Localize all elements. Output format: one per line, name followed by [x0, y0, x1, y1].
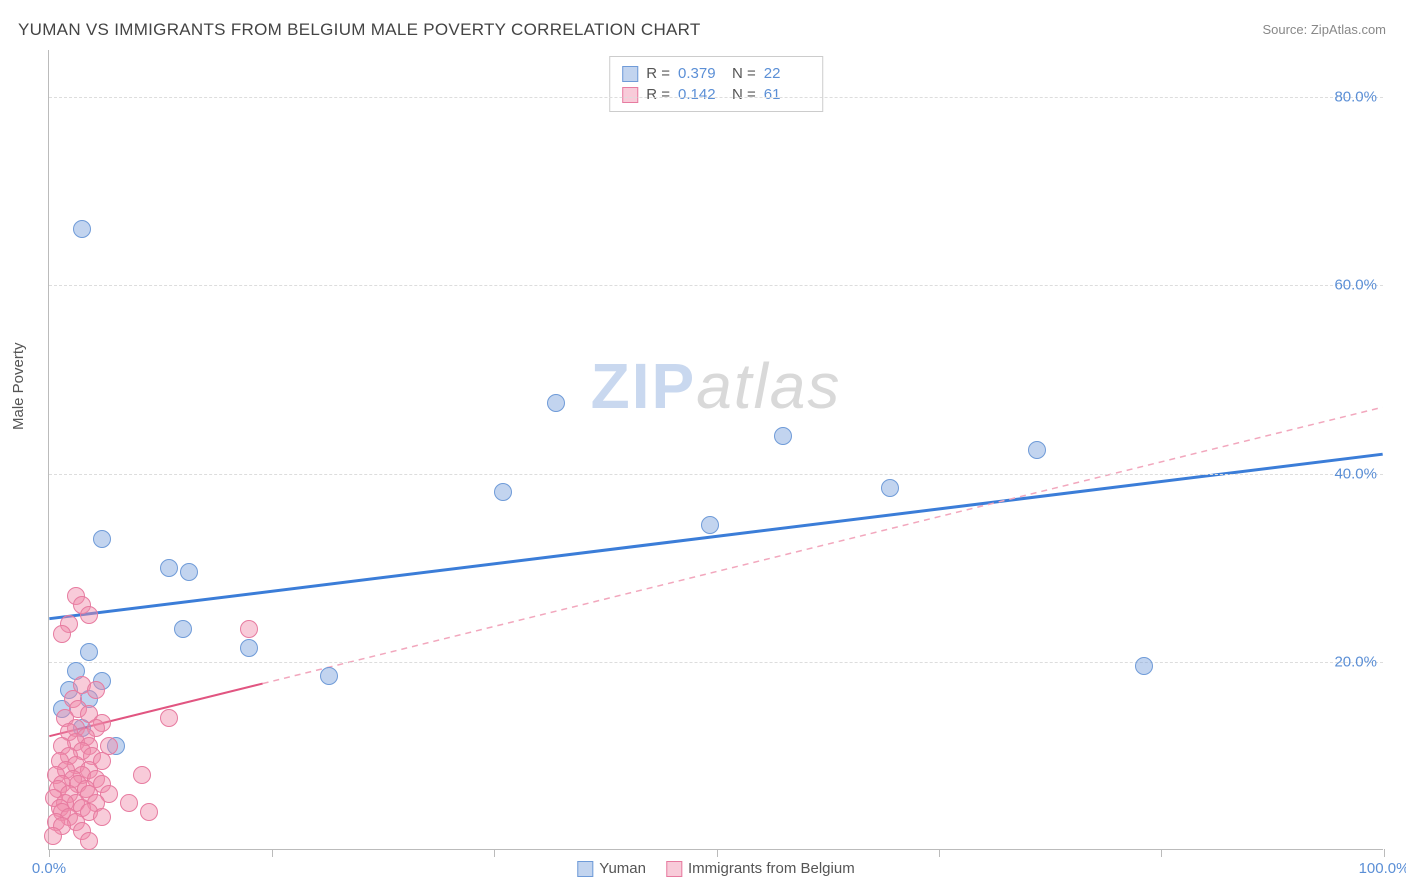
legend-r-value-yuman: 0.379: [678, 65, 724, 82]
data-point: [53, 625, 71, 643]
legend-item: Yuman: [577, 860, 646, 877]
data-point: [160, 559, 178, 577]
data-point: [240, 620, 258, 638]
gridline: [49, 474, 1383, 475]
data-point: [73, 220, 91, 238]
watermark: ZIPatlas: [591, 349, 842, 423]
legend-label: Yuman: [599, 860, 646, 877]
legend-swatch-belgium: [622, 87, 638, 103]
data-point: [881, 479, 899, 497]
trend-line-solid: [49, 454, 1382, 618]
source-attribution: Source: ZipAtlas.com: [1262, 22, 1386, 37]
legend-r-value-belgium: 0.142: [678, 86, 724, 103]
chart-title: YUMAN VS IMMIGRANTS FROM BELGIUM MALE PO…: [18, 20, 701, 40]
data-point: [140, 803, 158, 821]
data-point: [44, 827, 62, 845]
legend-n-value-belgium: 61: [764, 86, 810, 103]
x-tick: [49, 849, 50, 857]
legend-n-value-yuman: 22: [764, 65, 810, 82]
legend-swatch: [666, 861, 682, 877]
data-point: [87, 681, 105, 699]
legend-r-label: R =: [646, 65, 670, 82]
x-tick: [1384, 849, 1385, 857]
x-tick-label: 100.0%: [1359, 860, 1406, 877]
series-legend: Yuman Immigrants from Belgium: [577, 860, 854, 877]
data-point: [80, 832, 98, 850]
legend-item: Immigrants from Belgium: [666, 860, 855, 877]
data-point: [320, 667, 338, 685]
x-tick: [494, 849, 495, 857]
watermark-zip: ZIP: [591, 350, 697, 422]
gridline: [49, 97, 1383, 98]
data-point: [180, 563, 198, 581]
data-point: [174, 620, 192, 638]
x-tick: [939, 849, 940, 857]
legend-label: Immigrants from Belgium: [688, 860, 855, 877]
data-point: [160, 709, 178, 727]
gridline: [49, 662, 1383, 663]
data-point: [774, 427, 792, 445]
y-axis-label: Male Poverty: [10, 342, 27, 430]
trend-line-dashed: [263, 407, 1383, 683]
trend-lines: [49, 50, 1383, 849]
x-tick: [272, 849, 273, 857]
y-tick-label: 40.0%: [1334, 465, 1377, 482]
plot-area: ZIPatlas R = 0.379 N = 22 R = 0.142 N = …: [48, 50, 1383, 850]
legend-r-label: R =: [646, 86, 670, 103]
data-point: [240, 639, 258, 657]
data-point: [547, 394, 565, 412]
data-point: [93, 808, 111, 826]
chart-container: YUMAN VS IMMIGRANTS FROM BELGIUM MALE PO…: [0, 0, 1406, 892]
data-point: [120, 794, 138, 812]
correlation-legend: R = 0.379 N = 22 R = 0.142 N = 61: [609, 56, 823, 112]
y-tick-label: 80.0%: [1334, 89, 1377, 106]
data-point: [1135, 657, 1153, 675]
data-point: [701, 516, 719, 534]
legend-swatch: [577, 861, 593, 877]
data-point: [133, 766, 151, 784]
data-point: [494, 483, 512, 501]
legend-swatch-yuman: [622, 66, 638, 82]
y-tick-label: 20.0%: [1334, 653, 1377, 670]
legend-row-yuman: R = 0.379 N = 22: [622, 63, 810, 84]
x-tick-label: 0.0%: [32, 860, 66, 877]
data-point: [1028, 441, 1046, 459]
legend-n-label: N =: [732, 86, 756, 103]
x-tick: [1161, 849, 1162, 857]
legend-row-belgium: R = 0.142 N = 61: [622, 84, 810, 105]
data-point: [93, 530, 111, 548]
watermark-atlas: atlas: [696, 350, 841, 422]
gridline: [49, 285, 1383, 286]
legend-n-label: N =: [732, 65, 756, 82]
y-tick-label: 60.0%: [1334, 277, 1377, 294]
x-tick: [717, 849, 718, 857]
data-point: [80, 643, 98, 661]
data-point: [80, 606, 98, 624]
